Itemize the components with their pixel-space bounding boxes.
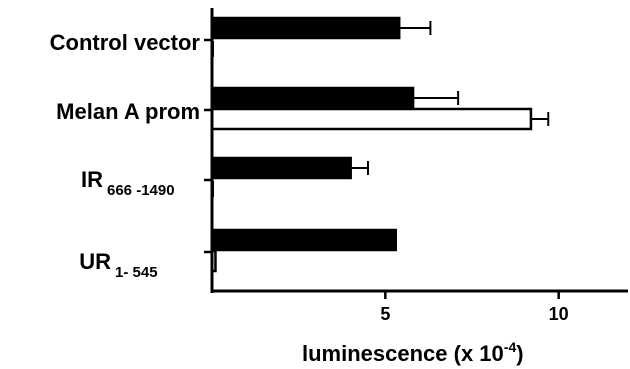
bar-0-0 — [210, 16, 401, 40]
category-label-control-vector: Control vector — [50, 30, 201, 55]
category-label-melan-a-prom: Melan A prom — [56, 99, 200, 124]
category-label-ir: IR — [81, 167, 103, 192]
bar-3-0 — [210, 228, 397, 252]
x-axis-title-exponent: -4 — [504, 339, 517, 355]
x-tick-label-0: 5 — [380, 304, 390, 324]
x-tick-label-1: 10 — [549, 304, 569, 324]
bar-1-0 — [210, 86, 415, 110]
category-sublabel-ur: 1- 545 — [115, 264, 158, 281]
bar-1-1 — [210, 107, 533, 131]
x-axis-title-main: luminescence (x 10 — [302, 341, 504, 366]
plot-area: 5 10 — [204, 8, 628, 324]
category-sublabel-ir: 666 -1490 — [107, 182, 175, 199]
x-axis-title-end: ) — [516, 341, 523, 366]
bar-2-0 — [210, 156, 352, 180]
category-label-ur: UR — [79, 249, 111, 274]
x-axis-title: luminescence (x 10-4) — [302, 339, 524, 366]
